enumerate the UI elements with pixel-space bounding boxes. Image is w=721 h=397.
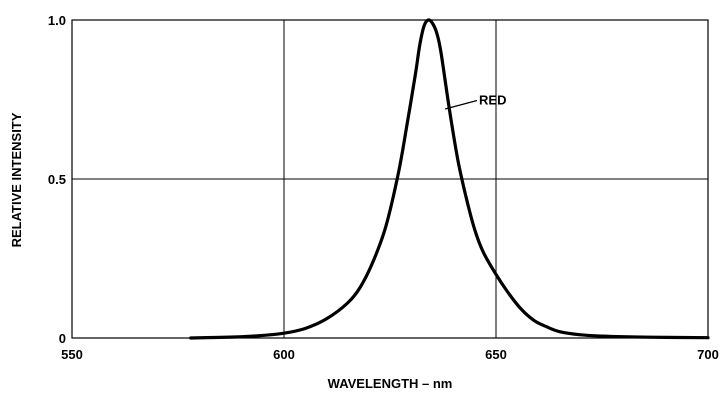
x-tick-label-650: 650: [485, 347, 507, 362]
x-tick-labels: 550 600 650 700: [61, 347, 719, 362]
annotation-leader: [444, 99, 478, 110]
y-tick-label-0: 0: [59, 331, 66, 346]
x-tick-label-700: 700: [697, 347, 719, 362]
series-label-red: RED: [479, 93, 506, 108]
y-tick-labels: 0 0.5 1.0: [48, 13, 66, 346]
y-tick-label-1.0: 1.0: [48, 13, 66, 28]
x-tick-label-550: 550: [61, 347, 83, 362]
y-axis-title: RELATIVE INTENSITY: [9, 112, 24, 247]
x-tick-label-600: 600: [273, 347, 295, 362]
y-tick-label-0.5: 0.5: [48, 172, 66, 187]
grid-lines: [72, 20, 708, 338]
x-axis-title: WAVELENGTH – nm: [328, 376, 453, 391]
series-line-red: [189, 18, 710, 340]
